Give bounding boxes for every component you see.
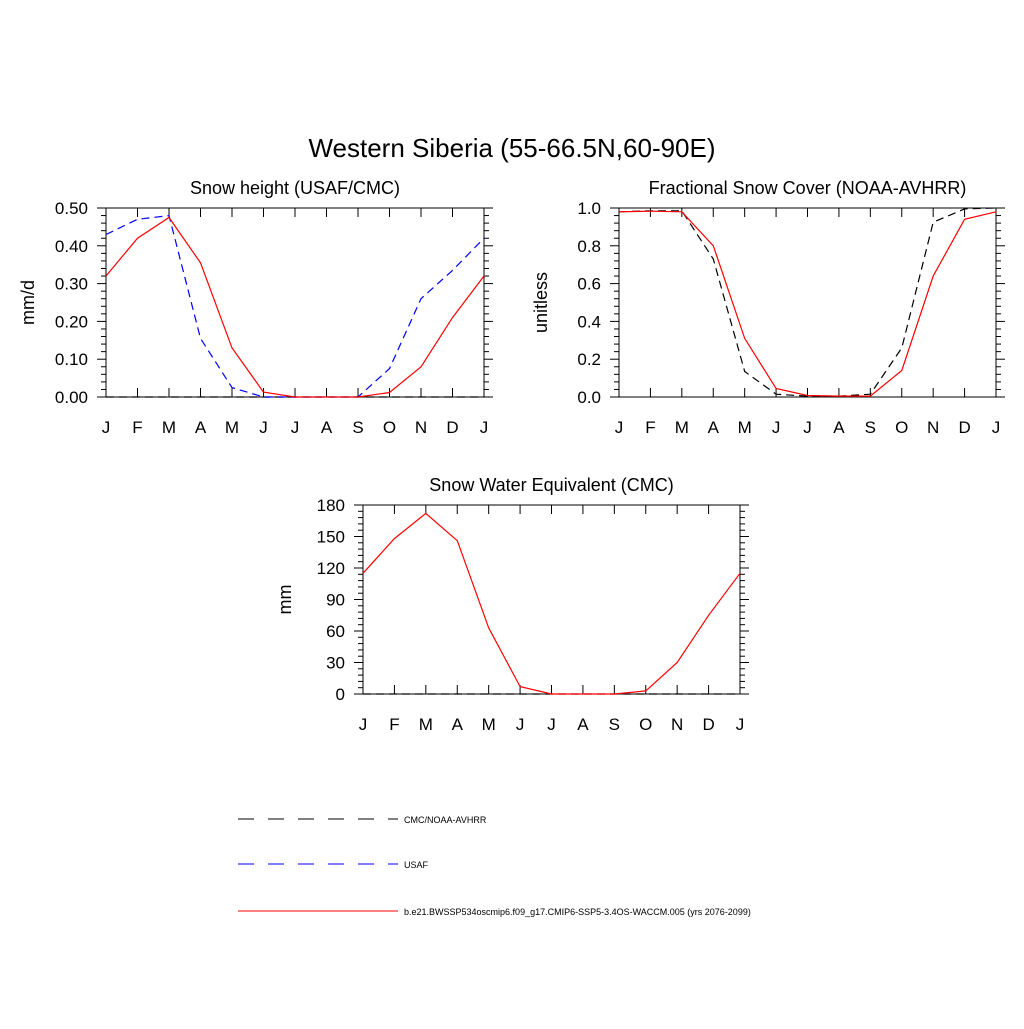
y-axis-label: unitless bbox=[531, 272, 551, 333]
x-tick-label: J bbox=[259, 418, 268, 437]
x-tick-label: A bbox=[195, 418, 207, 437]
y-tick-label: 0.40 bbox=[55, 237, 88, 256]
y-tick-label: 180 bbox=[317, 496, 345, 515]
panel-title: Fractional Snow Cover (NOAA-AVHRR) bbox=[649, 178, 967, 198]
y-tick-label: 0 bbox=[336, 685, 345, 704]
series-line-usaf bbox=[105, 214, 485, 398]
y-tick-label: 1.0 bbox=[577, 199, 601, 218]
x-tick-label: F bbox=[389, 715, 399, 734]
x-tick-label: O bbox=[639, 715, 652, 734]
chart-panel-1: Snow height (USAF/CMC)mm/dJ F M A M J J A S O N D J0… bbox=[18, 178, 493, 437]
x-tick-label: J bbox=[102, 418, 111, 437]
plot-frame bbox=[105, 207, 485, 398]
y-tick-label: 120 bbox=[317, 559, 345, 578]
x-tick-label: M bbox=[419, 715, 433, 734]
legend-label-3: b.e21.BWSSP534oscmip6.f09_g17.CMIP6-SSP5… bbox=[404, 907, 751, 917]
y-tick-label: 0.00 bbox=[55, 388, 88, 407]
legend-label-1: CMC/NOAA-AVHRR bbox=[404, 815, 487, 825]
y-tick-label: 30 bbox=[326, 654, 345, 673]
x-tick-label: J bbox=[803, 418, 812, 437]
chart-panel-2: Fractional Snow Cover (NOAA-AVHRR) unitle… bbox=[531, 178, 1005, 437]
x-tick-label: J bbox=[772, 418, 781, 437]
x-tick-label: S bbox=[865, 418, 876, 437]
x-tick-label: M bbox=[162, 418, 176, 437]
x-tick-label: A bbox=[452, 715, 464, 734]
x-tick-label: N bbox=[415, 418, 427, 437]
x-tick-label: M bbox=[225, 418, 239, 437]
legend-label-2: USAF bbox=[404, 860, 429, 870]
x-tick-label: J bbox=[736, 715, 745, 734]
y-tick-label: 0.4 bbox=[577, 312, 601, 331]
panels: Snow height (USAF/CMC)mm/dJ F M A M J J A S O N D J0… bbox=[18, 178, 1005, 734]
x-tick-label: F bbox=[645, 418, 655, 437]
series-line-cmc-noaa-avhrr bbox=[618, 207, 997, 397]
x-tick-label: F bbox=[132, 418, 142, 437]
series-line-b-e21-bwssp534oscmip6-f09-g17-cmip6-ssp5 bbox=[618, 210, 997, 397]
x-tick-label: A bbox=[708, 418, 720, 437]
x-tick-label: J bbox=[359, 715, 368, 734]
y-tick-label: 0.2 bbox=[577, 350, 601, 369]
figure-title: Western Siberia (55-66.5N,60-90E) bbox=[308, 133, 715, 163]
y-tick-label: 0.8 bbox=[577, 237, 601, 256]
x-tick-label: J bbox=[992, 418, 1001, 437]
x-tick-label: N bbox=[671, 715, 683, 734]
x-tick-label: D bbox=[958, 418, 970, 437]
chart-panel-3: Snow Water Equivalent (CMC)mmJ F M A M J J A S O N… bbox=[275, 475, 749, 734]
x-tick-label: A bbox=[577, 715, 589, 734]
y-tick-label: 60 bbox=[326, 622, 345, 641]
legend: CMC/NOAA-AVHRR USAF b.e21.BWSSP534oscmip6.… bbox=[238, 815, 751, 917]
plot-frame bbox=[362, 504, 741, 695]
x-tick-label: N bbox=[927, 418, 939, 437]
x-tick-label: M bbox=[738, 418, 752, 437]
y-tick-label: 0.10 bbox=[55, 350, 88, 369]
y-tick-label: 90 bbox=[326, 591, 345, 610]
x-tick-label: D bbox=[446, 418, 458, 437]
x-tick-label: J bbox=[480, 418, 489, 437]
x-tick-label: A bbox=[321, 418, 333, 437]
x-tick-label: J bbox=[291, 418, 300, 437]
x-tick-label: J bbox=[547, 715, 556, 734]
y-axis-label: mm bbox=[275, 585, 295, 615]
y-tick-label: 0.30 bbox=[55, 275, 88, 294]
y-tick-label: 0.6 bbox=[577, 275, 601, 294]
y-tick-label: 150 bbox=[317, 528, 345, 547]
series-line-b-e21-bwssp534oscmip6-f09-g17-cmip6-ssp5 bbox=[105, 216, 485, 398]
x-tick-label: J bbox=[615, 418, 624, 437]
x-tick-label: M bbox=[675, 418, 689, 437]
y-axis-label: mm/d bbox=[18, 280, 38, 325]
x-tick-label: O bbox=[895, 418, 908, 437]
panel-title: Snow height (USAF/CMC) bbox=[190, 178, 400, 198]
series-line-b-e21-bwssp534oscmip6-f09-g17-cmip6-ssp5 bbox=[362, 512, 741, 695]
x-tick-label: S bbox=[352, 418, 363, 437]
panel-title: Snow Water Equivalent (CMC) bbox=[429, 475, 673, 495]
x-tick-label: D bbox=[702, 715, 714, 734]
x-tick-label: S bbox=[609, 715, 620, 734]
plot-frame bbox=[618, 207, 997, 398]
y-tick-label: 0.50 bbox=[55, 199, 88, 218]
y-tick-label: 0.0 bbox=[577, 388, 601, 407]
y-tick-label: 0.20 bbox=[55, 312, 88, 331]
x-tick-label: J bbox=[516, 715, 525, 734]
x-tick-label: M bbox=[482, 715, 496, 734]
x-tick-label: A bbox=[833, 418, 845, 437]
x-tick-label: O bbox=[383, 418, 396, 437]
